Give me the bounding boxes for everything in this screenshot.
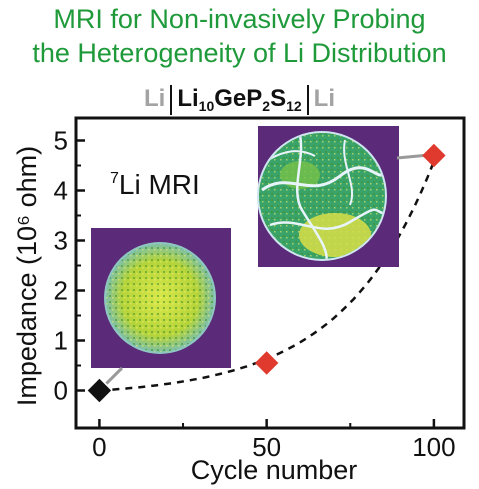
mri-cycled-texture [259, 133, 385, 259]
mri-cycled-connector [396, 154, 425, 160]
title-line-2: the Heterogeneity of Li Distribution [32, 38, 447, 68]
mri-image-pristine [91, 228, 231, 368]
data-point-2 [422, 143, 446, 168]
right-electrode-label: Li [313, 85, 335, 112]
x-tick-label: 0 [92, 432, 106, 462]
mri-pristine-connector [105, 366, 124, 385]
y-tick-label: 3 [54, 226, 68, 256]
mri-annotation: 7Li MRI [110, 169, 200, 200]
left-electrode-label: Li [144, 85, 166, 112]
data-point-1 [254, 351, 279, 375]
right-interface-line [306, 84, 309, 115]
left-interface-line [170, 84, 173, 115]
x-tick-label: 100 [412, 432, 455, 462]
y-axis-label: Impedance (10⁶ ohm) [12, 146, 42, 406]
y-tick-label: 5 [54, 126, 68, 156]
plot-frame [74, 116, 466, 430]
y-tick-label: 2 [54, 276, 68, 306]
mri-image-cycled [257, 126, 399, 267]
cell-configuration-label: Li Li10GeP2S12 Li [0, 84, 479, 121]
title-line-1: MRI for Non-invasively Probing [53, 4, 426, 34]
y-tick-label: 4 [54, 176, 68, 206]
y-tick-label: 0 [54, 376, 68, 406]
y-tick-label: 1 [54, 326, 68, 356]
x-tick-label: 50 [252, 432, 281, 462]
data-points [87, 143, 446, 403]
electrolyte-label: Li10GeP2S12 [177, 85, 302, 114]
data-point-0 [87, 378, 112, 403]
x-axis-label: Cycle number [191, 455, 358, 485]
mri-pristine-texture [106, 244, 214, 352]
